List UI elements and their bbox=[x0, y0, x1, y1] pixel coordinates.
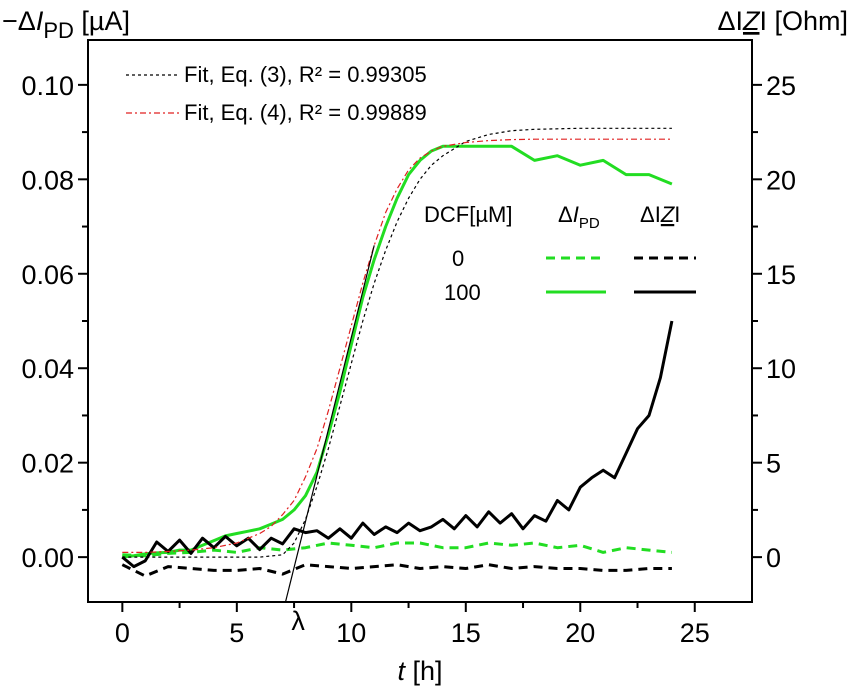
y-left-tick-label: 0.06 bbox=[21, 260, 74, 290]
legend-layer: Fit, Eq. (3), R² = 0.99305 Fit, Eq. (4), … bbox=[126, 62, 696, 305]
y-right-tick-label: 25 bbox=[766, 71, 796, 101]
y-left-tick-label: 0.10 bbox=[21, 71, 74, 101]
x-tick-label: 5 bbox=[229, 618, 244, 648]
x-tick-label: 20 bbox=[565, 618, 595, 648]
series-line-2 bbox=[121, 320, 674, 569]
x-tick-label: 25 bbox=[680, 618, 710, 648]
y-right-tick-label: 0 bbox=[766, 543, 781, 573]
y-left-tick-label: 0.00 bbox=[21, 543, 74, 573]
series-line-5 bbox=[122, 138, 672, 554]
axes-layer: 0 5 10 15 20 25 0.00 0.02 0.04 0.06 0.08 0.10 0 5 10 15… bbox=[21, 71, 796, 648]
fit-legend-label-1: Fit, Eq. (4), R² = 0.99889 bbox=[184, 100, 427, 125]
fit-legend-label-0: Fit, Eq. (3), R² = 0.99305 bbox=[184, 62, 427, 87]
series-line-3 bbox=[121, 563, 672, 578]
legend-header-z: ΔIZI bbox=[640, 202, 680, 227]
series-line-1 bbox=[122, 541, 673, 558]
y-left-axis-title: −ΔIPD [µA] bbox=[2, 6, 130, 43]
minus-sign: −Δ bbox=[2, 6, 36, 36]
y-right-tick-label: 10 bbox=[766, 354, 796, 384]
x-tick-label: 10 bbox=[336, 618, 366, 648]
x-tick-label: 15 bbox=[451, 618, 481, 648]
y-left-tick-label: 0.08 bbox=[21, 165, 74, 195]
lambda-label: λ bbox=[291, 606, 305, 636]
series-layer bbox=[121, 127, 674, 602]
x-axis-title: t [h] bbox=[397, 656, 442, 686]
series-line-6 bbox=[284, 245, 375, 602]
legend-header-dcf: DCF[µM] bbox=[424, 202, 512, 227]
y-right-axis-title: ΔIZI [Ohm] bbox=[717, 6, 848, 36]
y-right-tick-label: 20 bbox=[766, 165, 796, 195]
legend-row-dcf-1: 100 bbox=[444, 280, 481, 305]
y-right-tick-label: 15 bbox=[766, 260, 796, 290]
x-tick-label: 0 bbox=[115, 618, 130, 648]
y-left-tick-label: 0.04 bbox=[21, 354, 74, 384]
y-right-tick-label: 5 bbox=[766, 449, 781, 479]
y-left-tick-label: 0.02 bbox=[21, 449, 74, 479]
legend-row-dcf-0: 0 bbox=[452, 246, 464, 271]
